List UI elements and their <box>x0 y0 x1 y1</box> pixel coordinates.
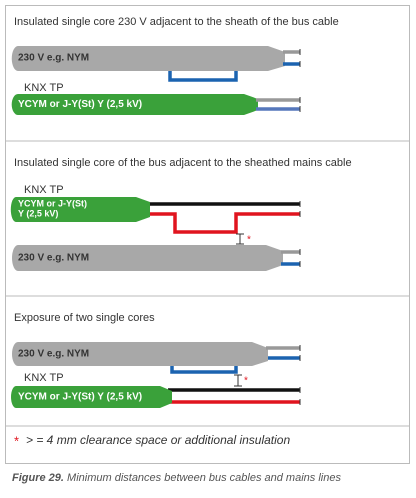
marker: * <box>247 235 251 246</box>
clearance <box>236 233 244 245</box>
section-title: Insulated single core 230 V adjacent to … <box>14 16 339 28</box>
cable-label: 230 V e.g. NYM <box>18 253 89 264</box>
cable <box>12 245 283 271</box>
clearance <box>234 374 242 387</box>
cable <box>11 94 259 115</box>
caption-text: Minimum distances between bus cables and… <box>67 472 341 484</box>
caption-label: Figure 29. <box>12 472 64 484</box>
cable-label: YCYM or J-Y(St) <box>18 198 87 208</box>
section-title: Insulated single core of the bus adjacen… <box>14 157 352 169</box>
wire <box>145 212 300 234</box>
caption: Figure 29. Minimum distances between bus… <box>12 472 341 484</box>
cable-label: Y (2,5 kV) <box>18 208 58 218</box>
note-marker: * <box>14 433 19 448</box>
note: > = 4 mm clearance space or additional i… <box>26 433 290 447</box>
cable-label: YCYM or J-Y(St) Y (2,5 kV) <box>18 99 142 110</box>
cable <box>11 386 172 408</box>
cable-label: 230 V e.g. NYM <box>18 349 89 360</box>
marker: * <box>244 376 248 387</box>
cable-label: 230 V e.g. NYM <box>18 53 89 64</box>
bus-label: KNX TP <box>24 184 64 196</box>
cable <box>12 342 268 366</box>
cable-label: YCYM or J-Y(St) Y (2,5 kV) <box>18 392 142 403</box>
frame <box>5 5 410 464</box>
bus-label: KNX TP <box>24 82 64 94</box>
section-title: Exposure of two single cores <box>14 312 155 324</box>
cable <box>10 197 150 222</box>
cable <box>11 46 285 71</box>
bus-label: KNX TP <box>24 372 64 384</box>
